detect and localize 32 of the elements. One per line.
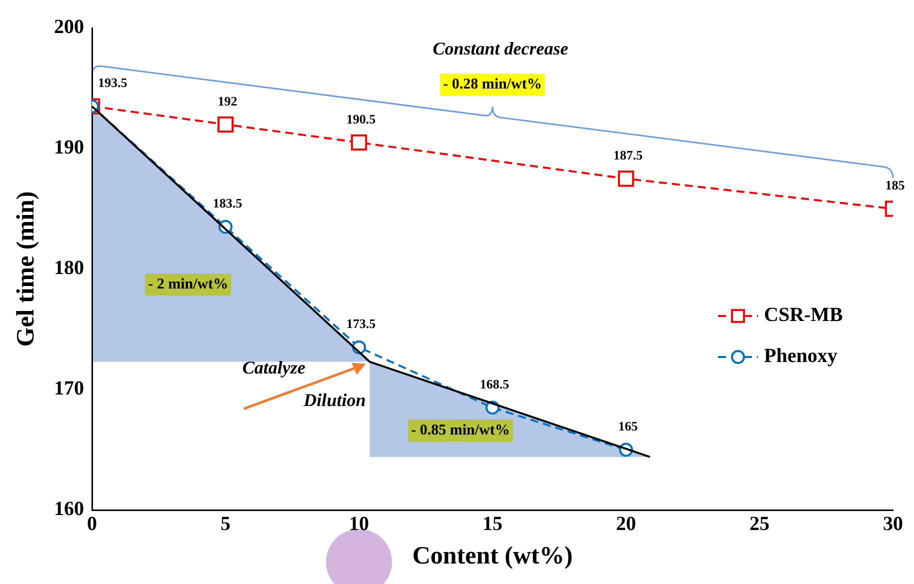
annotation: Constant decrease: [432, 38, 568, 58]
annotation: - 0.85 min/wt%: [411, 422, 510, 438]
y-tick-label: 170: [54, 378, 84, 400]
data-label: 192: [218, 93, 238, 108]
data-label: 190.5: [346, 111, 376, 126]
data-label: 185: [885, 178, 906, 193]
annotation: Dilution: [302, 390, 366, 410]
x-tick-label: 0: [87, 513, 97, 536]
y-tick-label: 180: [54, 257, 84, 280]
data-label: 165: [618, 418, 638, 434]
x-tick-label: 5: [220, 513, 230, 536]
y-tick-label: 200: [54, 16, 84, 38]
x-axis-title: Content (wt%): [412, 542, 573, 570]
legend-label: Phenoxy: [764, 345, 838, 368]
x-tick-label: 25: [750, 513, 770, 536]
annotation: - 2 min/wt%: [148, 276, 228, 293]
annotation: Catalyze: [242, 358, 306, 378]
data-label: 168.5: [480, 376, 510, 392]
y-tick-label: 160: [54, 498, 84, 520]
y-tick-label: 190: [54, 136, 84, 159]
x-tick-label: 20: [616, 513, 636, 536]
data-label: 187.5: [613, 147, 644, 162]
x-tick-label: 10: [349, 513, 369, 536]
data-label: 193.5: [98, 75, 128, 90]
data-label: 183.5: [212, 196, 243, 211]
x-tick-label: 15: [482, 513, 502, 536]
x-tick-label: 30: [883, 513, 903, 536]
legend-label: CSR-MB: [764, 304, 843, 327]
y-axis-title: Gel time (min): [12, 191, 40, 347]
data-label: 173.5: [346, 316, 376, 332]
point: [350, 134, 368, 151]
annotation: - 0.28 min/wt%: [443, 76, 542, 93]
